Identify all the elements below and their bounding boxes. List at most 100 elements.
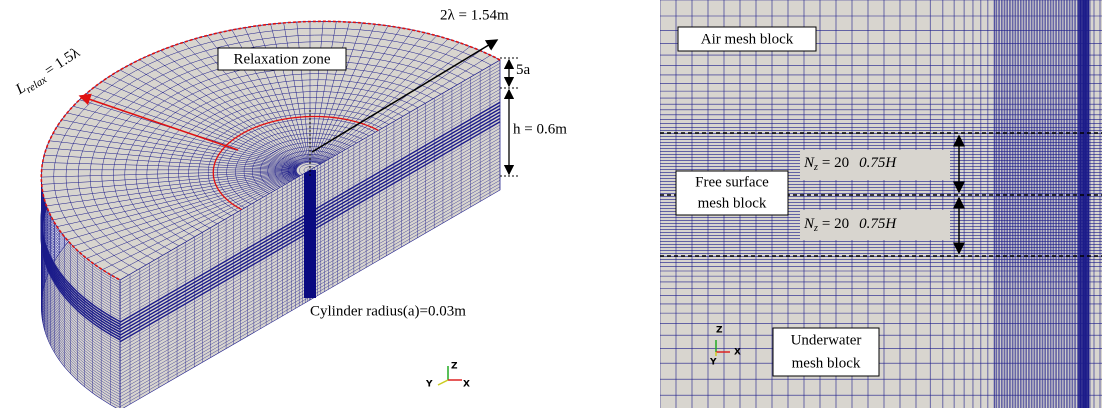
relax-arrow [78, 93, 239, 151]
symbol: N [803, 216, 815, 232]
label-box [772, 327, 880, 377]
mesh-line [296, 22, 310, 163]
underwater-label: Underwater [791, 332, 862, 348]
mesh-line [72, 173, 299, 247]
wavelength-label: 2λ = 1.54m [440, 7, 509, 23]
mesh-line [42, 170, 297, 192]
axis-label: X [463, 380, 470, 390]
mesh-line [61, 172, 298, 234]
mesh-line [317, 46, 471, 165]
mesh-line [46, 171, 297, 207]
section-mesh [660, 0, 1102, 408]
height: 0.75H [859, 155, 897, 171]
mesh-line [56, 126, 298, 169]
mesh-line [79, 173, 299, 253]
air-block-label: Air mesh block [701, 31, 794, 47]
mesh-line [110, 175, 301, 276]
mesh-line [315, 32, 426, 164]
mesh-line [129, 64, 302, 165]
mesh-line [56, 172, 298, 227]
mesh-line [311, 21, 337, 163]
mesh-line [316, 38, 449, 164]
mesh-line [270, 24, 309, 163]
value: = 20 [822, 216, 849, 232]
value: = 20 [822, 155, 849, 171]
mesh-line [149, 54, 303, 165]
height: 0.75H [859, 216, 897, 232]
mesh-line [317, 42, 460, 164]
mesh-line [86, 93, 299, 167]
mesh-line [319, 59, 501, 165]
underwater-label: mesh block [792, 355, 861, 371]
axis-label: Z [716, 326, 723, 336]
mesh-line [318, 50, 481, 165]
mesh-line [316, 35, 437, 164]
axis-triad: Z Y X [425, 362, 470, 390]
mesh-line [171, 46, 304, 164]
mesh-line [42, 162, 297, 170]
axis-label: Z [451, 362, 458, 372]
subscript: relax [24, 73, 49, 95]
axis-label: Y [425, 380, 433, 390]
label-box [217, 47, 347, 71]
relax-length-text: Lrelax= 1.5λ [12, 45, 84, 101]
cylinder [304, 170, 316, 298]
mesh-line [307, 168, 312, 172]
value: = 1.5λ [42, 45, 83, 80]
mesh-line [310, 21, 324, 163]
axis-label: X [734, 348, 741, 358]
mesh-line [61, 119, 298, 168]
label-bg [800, 150, 950, 180]
mesh-line [183, 42, 304, 164]
mesh-line [119, 175, 301, 281]
mesh-line [160, 50, 303, 165]
mesh-line [49, 171, 298, 214]
cell-count-label: Nz = 20 0.75H [803, 216, 897, 234]
mesh-line [313, 25, 389, 163]
mesh-line [49, 140, 297, 169]
mesh-line [318, 55, 491, 165]
mesh-line [67, 173, 298, 241]
mesh-line [102, 174, 300, 270]
axis-triad: Z Y X [709, 326, 741, 368]
mesh-line [303, 166, 315, 173]
mesh-line [94, 174, 300, 265]
mesh-line [41, 170, 297, 178]
mesh-line [44, 171, 297, 200]
mesh-line [44, 154, 297, 170]
mesh-line [299, 163, 318, 175]
mesh-line [86, 174, 299, 259]
mesh-line [311, 22, 350, 163]
label-box [677, 26, 817, 52]
mesh-line [52, 133, 298, 169]
mesh-line [52, 172, 298, 221]
mesh-line [139, 59, 302, 165]
relax-length-label: Lrelax= 1.5λ [12, 45, 84, 101]
cell-count-label: Nz = 20 0.75H [803, 155, 897, 173]
wavelength-arrow [311, 39, 499, 153]
mesh-line [46, 147, 297, 170]
top-layer-text: 5a [516, 62, 531, 78]
relaxation-boundary [212, 115, 379, 211]
relaxation-zone-label: Relaxation zone [233, 51, 330, 67]
mesh-line [110, 75, 301, 166]
top-layer-label: 5a [516, 62, 531, 78]
axis-label: Y [709, 358, 717, 368]
mesh-line [94, 86, 300, 167]
label-box [675, 170, 789, 216]
mesh-line [41, 170, 297, 185]
mesh-line [314, 27, 401, 164]
mesh-line [72, 105, 299, 168]
label-bg [800, 210, 950, 240]
outer-boundary [40, 20, 501, 281]
free-surface-label: mesh block [698, 195, 767, 211]
mesh-line [119, 69, 301, 166]
symbol: N [803, 155, 815, 171]
free-surface-label: Free surface [695, 174, 769, 190]
subscript: z [813, 223, 818, 234]
subscript: z [813, 162, 818, 173]
annotations: 2λ = 1.54m 5a h = 0.6m Lrelax= 1.5λ Rela… [12, 7, 965, 390]
mesh-line [313, 24, 376, 163]
cylinder-label: Cylinder radius(a)=0.03m [310, 303, 466, 319]
